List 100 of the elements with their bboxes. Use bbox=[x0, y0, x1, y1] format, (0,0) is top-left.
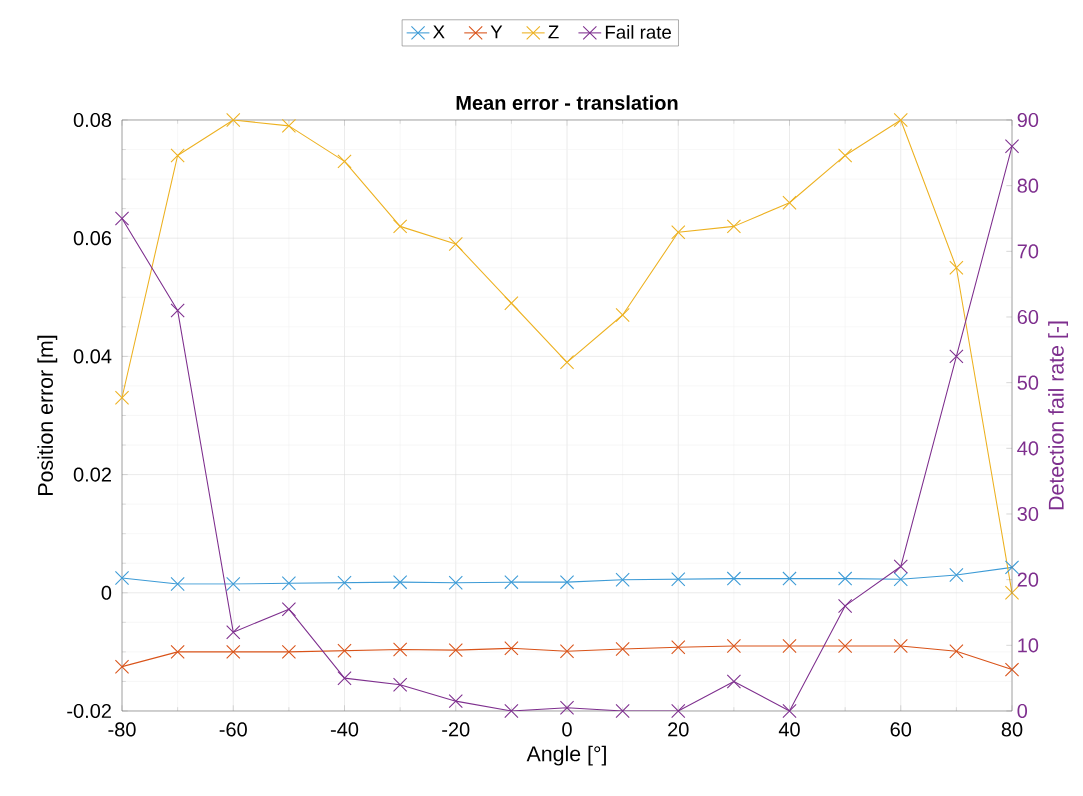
point bbox=[559, 700, 575, 715]
point bbox=[226, 644, 241, 660]
point bbox=[337, 671, 352, 686]
point bbox=[114, 570, 130, 586]
point bbox=[726, 219, 742, 234]
point bbox=[726, 638, 742, 654]
point bbox=[114, 390, 130, 405]
y2-tick-label: 60 bbox=[1017, 309, 1039, 325]
point bbox=[337, 154, 352, 169]
point bbox=[504, 703, 519, 719]
x-tick-label: -60 bbox=[219, 722, 247, 737]
y-tick-label: 0 bbox=[101, 585, 112, 600]
point bbox=[114, 659, 130, 674]
point bbox=[1004, 662, 1020, 677]
point bbox=[782, 703, 797, 719]
y-tick-label: 0.04 bbox=[73, 349, 112, 364]
point bbox=[170, 148, 185, 163]
point bbox=[782, 195, 797, 210]
point bbox=[448, 693, 463, 709]
y2-tick-label: 70 bbox=[1017, 244, 1039, 259]
x-tick-label: 20 bbox=[668, 722, 689, 737]
y2-tick-label: 40 bbox=[1017, 441, 1039, 456]
point bbox=[337, 643, 352, 658]
point bbox=[226, 576, 241, 592]
point bbox=[170, 576, 185, 592]
point bbox=[448, 236, 463, 252]
y2-tick-label: 30 bbox=[1017, 506, 1039, 522]
y2-tick-label: 50 bbox=[1017, 375, 1039, 390]
point bbox=[448, 642, 463, 658]
point bbox=[782, 638, 797, 654]
y-tick-label: 0.02 bbox=[73, 467, 111, 482]
point bbox=[337, 575, 352, 590]
point bbox=[170, 303, 185, 318]
point bbox=[559, 644, 575, 659]
y2-tick-label: 10 bbox=[1018, 638, 1039, 653]
legend-label: Y bbox=[490, 25, 503, 39]
point bbox=[504, 575, 519, 590]
point bbox=[226, 625, 241, 640]
point bbox=[615, 641, 630, 657]
point bbox=[615, 307, 630, 323]
point bbox=[504, 641, 519, 656]
point bbox=[615, 572, 630, 587]
point bbox=[726, 571, 742, 586]
point bbox=[226, 112, 241, 128]
legend-label: Z bbox=[548, 25, 559, 39]
legend-label: X bbox=[433, 25, 445, 39]
y2-axis-title: Detection fail rate [-] bbox=[1048, 321, 1069, 510]
y2-tick-label: 80 bbox=[1017, 178, 1039, 193]
point bbox=[448, 575, 463, 590]
x-tick-label: -80 bbox=[108, 722, 136, 737]
point bbox=[281, 576, 297, 591]
point bbox=[392, 219, 408, 234]
point bbox=[949, 567, 964, 583]
point bbox=[949, 349, 964, 364]
point bbox=[893, 559, 908, 574]
point bbox=[949, 260, 964, 275]
point bbox=[893, 572, 908, 587]
point bbox=[615, 703, 630, 719]
y-tick-label: 0.06 bbox=[73, 231, 112, 246]
point bbox=[726, 674, 742, 689]
point bbox=[671, 225, 686, 240]
y2-tick-label: 0 bbox=[1017, 703, 1028, 719]
point bbox=[837, 638, 853, 654]
point bbox=[671, 572, 686, 587]
y-axis-title: Position error [m] bbox=[37, 335, 58, 495]
point bbox=[281, 118, 297, 134]
point bbox=[1004, 139, 1020, 154]
x-tick-label: -40 bbox=[330, 722, 359, 737]
point bbox=[392, 575, 408, 590]
x-axis-title: Angle [°] bbox=[526, 745, 606, 766]
point bbox=[782, 571, 797, 586]
y2-tick-label: 20 bbox=[1017, 572, 1039, 587]
point bbox=[559, 575, 575, 590]
point bbox=[504, 296, 519, 311]
x-tick-label: 60 bbox=[890, 722, 912, 737]
point bbox=[392, 677, 408, 692]
point bbox=[281, 602, 297, 617]
legend-label: Fail rate bbox=[605, 25, 671, 39]
chart-title: Mean error - translation bbox=[456, 95, 678, 110]
point bbox=[671, 640, 686, 655]
x-tick-label: 0 bbox=[562, 722, 572, 737]
point bbox=[1004, 585, 1020, 600]
x-tick-label: 40 bbox=[778, 722, 800, 737]
point bbox=[837, 598, 853, 614]
point bbox=[559, 355, 575, 370]
point bbox=[170, 644, 185, 660]
x-tick-label: 80 bbox=[1001, 722, 1023, 737]
point bbox=[893, 112, 908, 128]
point bbox=[837, 571, 853, 586]
y2-tick-label: 90 bbox=[1017, 112, 1039, 128]
point bbox=[281, 644, 297, 660]
y-tick-label: -0.02 bbox=[67, 703, 111, 719]
point bbox=[114, 211, 130, 226]
y-tick-label: 0.08 bbox=[73, 112, 112, 128]
x-tick-label: -20 bbox=[442, 722, 470, 737]
point bbox=[671, 703, 686, 719]
point bbox=[893, 638, 908, 654]
point bbox=[392, 642, 408, 657]
point bbox=[949, 644, 964, 659]
point bbox=[837, 148, 853, 163]
